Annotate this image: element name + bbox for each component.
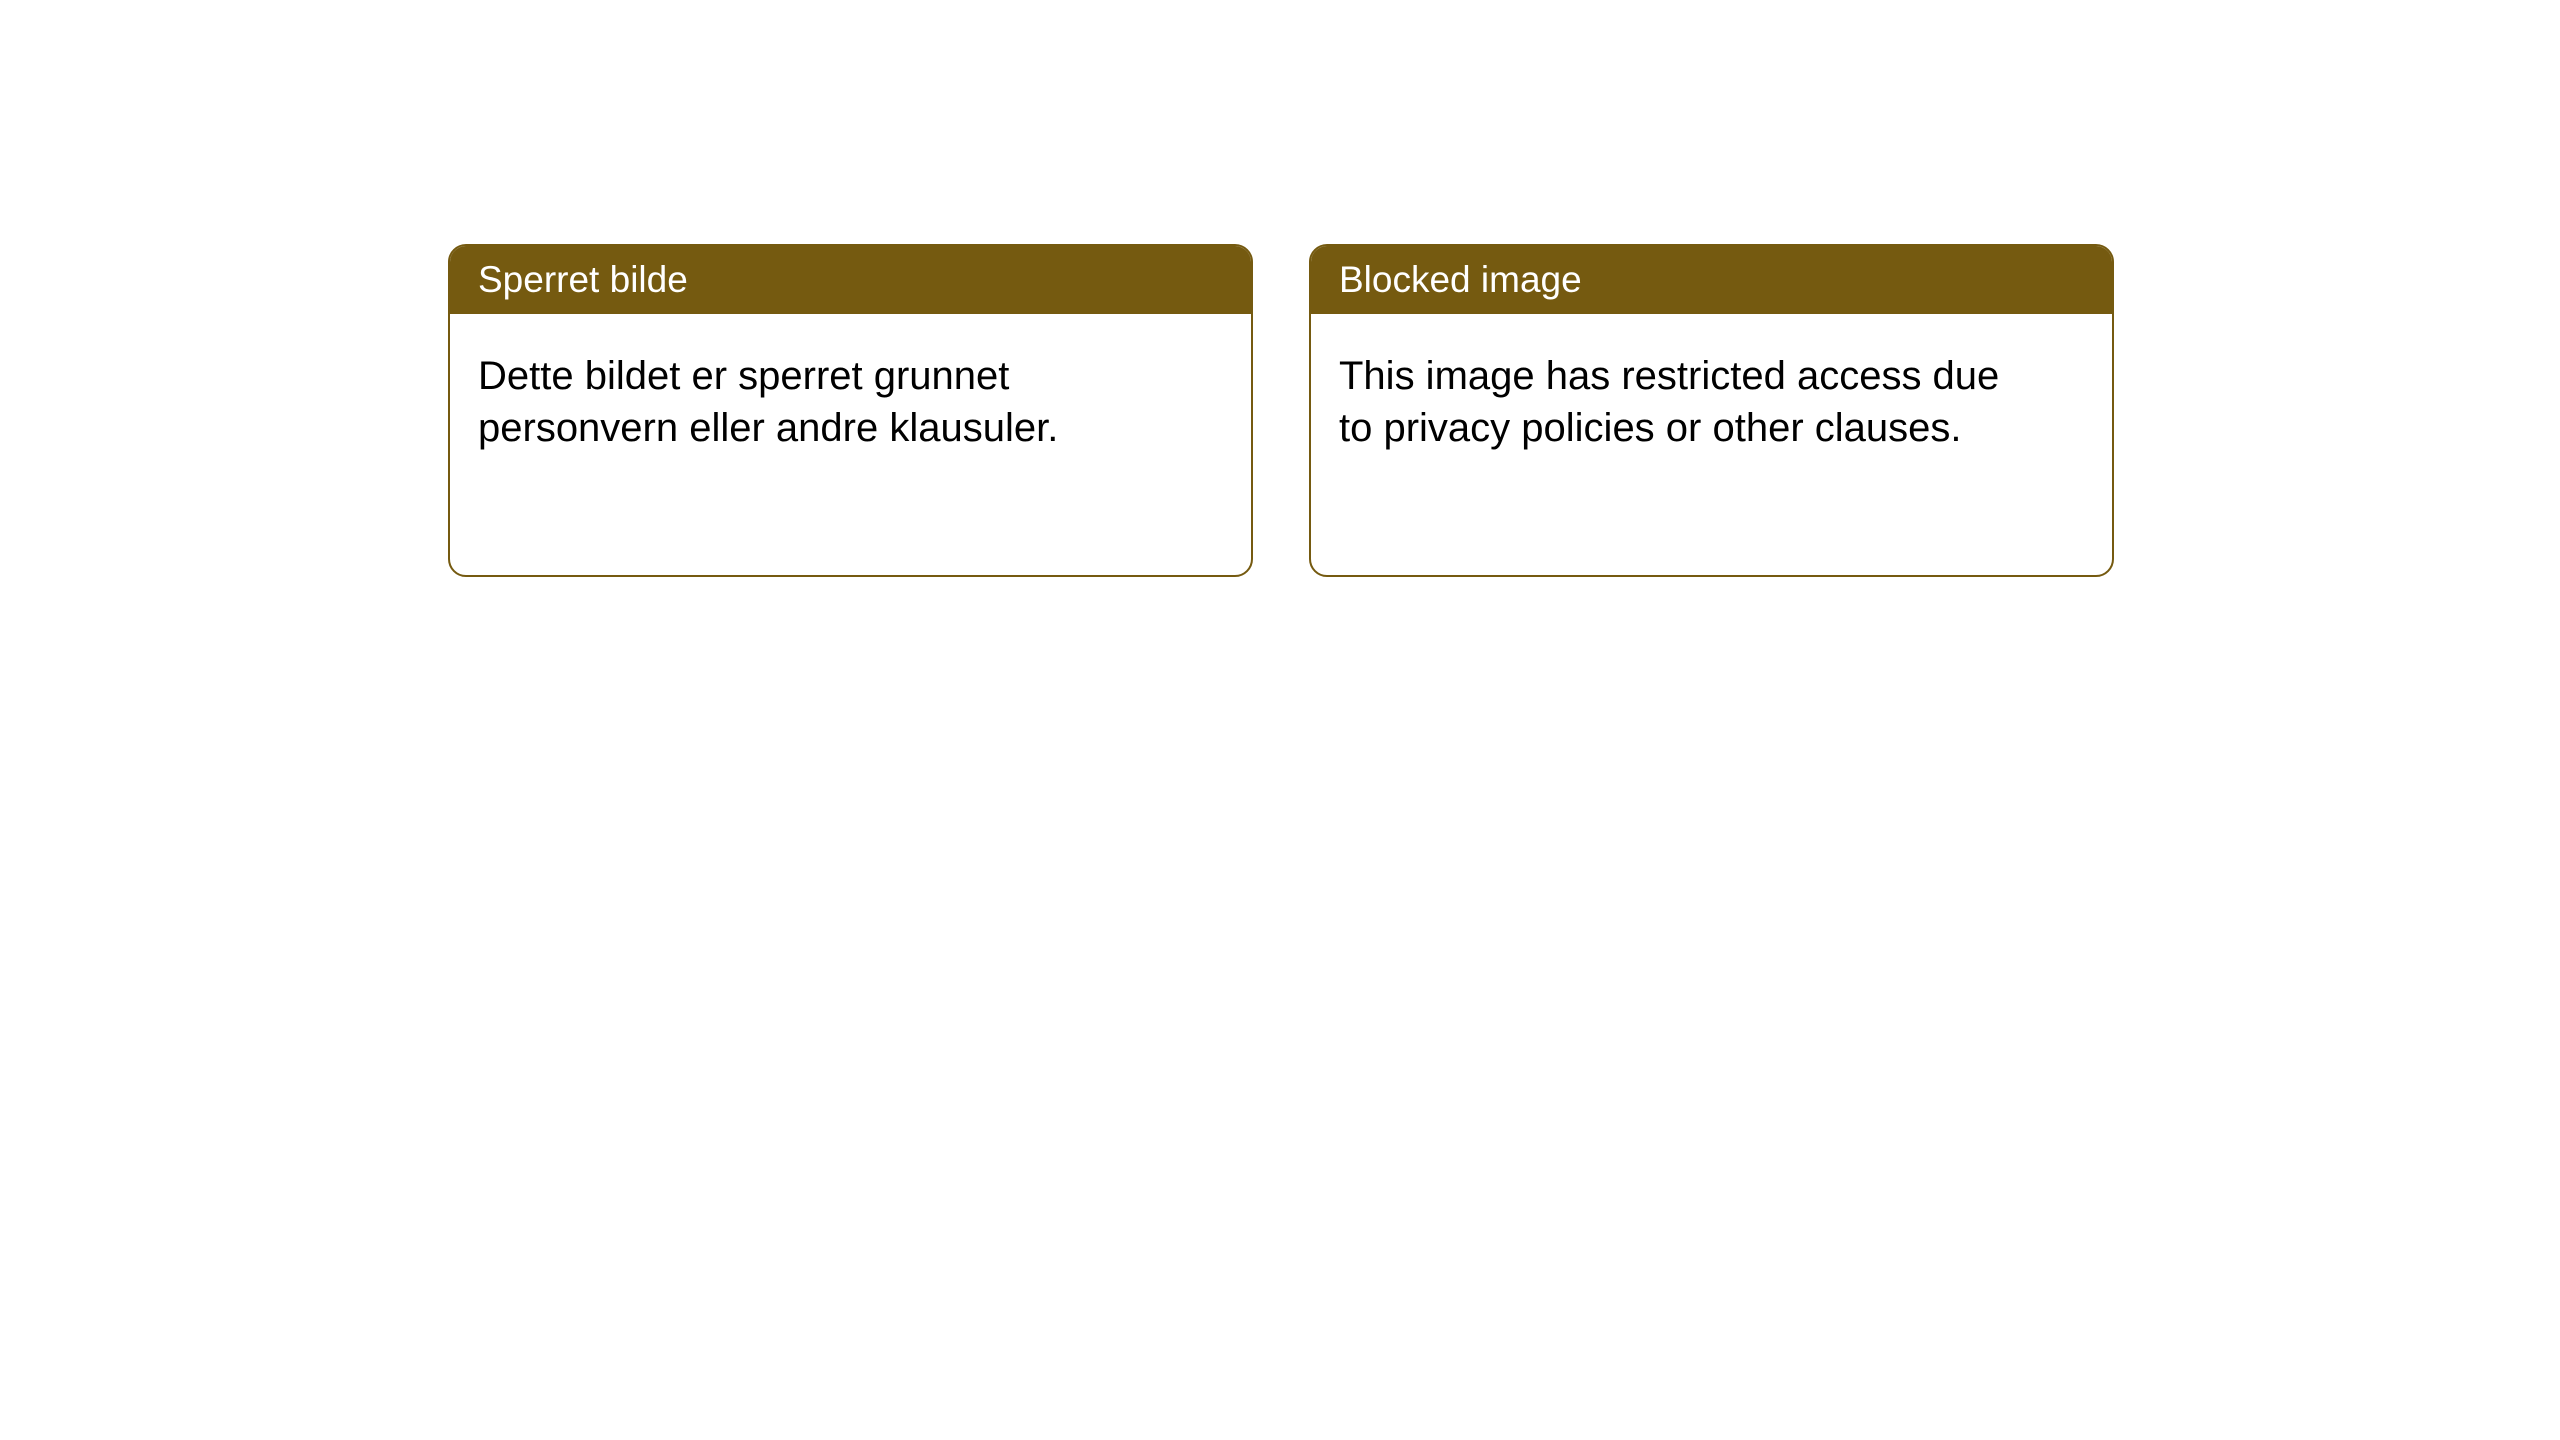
notice-body: Dette bildet er sperret grunnet personve…	[450, 314, 1170, 490]
notice-card-english: Blocked image This image has restricted …	[1309, 244, 2114, 577]
notice-header: Sperret bilde	[450, 246, 1251, 314]
notice-header: Blocked image	[1311, 246, 2112, 314]
notice-body-text: This image has restricted access due to …	[1339, 354, 1999, 450]
notice-body-text: Dette bildet er sperret grunnet personve…	[478, 354, 1058, 450]
notice-container: Sperret bilde Dette bildet er sperret gr…	[448, 244, 2114, 577]
notice-header-text: Sperret bilde	[478, 259, 688, 300]
notice-header-text: Blocked image	[1339, 259, 1582, 300]
notice-body: This image has restricted access due to …	[1311, 314, 2031, 490]
notice-card-norwegian: Sperret bilde Dette bildet er sperret gr…	[448, 244, 1253, 577]
